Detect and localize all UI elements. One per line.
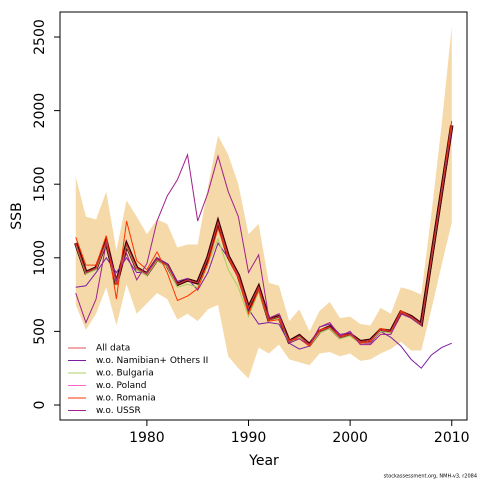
y-tick-label: 0 <box>32 401 48 410</box>
legend-label: w.o. Namibian+ Others II <box>96 356 208 366</box>
footer: stockassessment.org, NMH-v3, r2084 <box>384 474 477 480</box>
legend-label: w.o. USSR <box>96 406 141 416</box>
y-axis-label: SSB <box>9 202 25 229</box>
series-line-inner <box>75 125 453 346</box>
x-axis-label: Year <box>248 453 279 469</box>
y-tick-label: 500 <box>32 318 48 345</box>
y-tick-label: 2000 <box>32 93 48 129</box>
x-tick-label: 1990 <box>231 430 267 446</box>
x-tick-label: 2000 <box>332 430 368 446</box>
x-tick-label: 2010 <box>434 430 470 446</box>
confidence-band <box>75 26 452 379</box>
y-tick-label: 2500 <box>32 19 48 55</box>
series-line <box>75 128 453 346</box>
legend-label: w.o. Romania <box>96 394 156 404</box>
legend-label: w.o. Bulgaria <box>96 369 154 379</box>
legend-label: All data <box>96 344 130 354</box>
y-tick-label: 1500 <box>32 166 48 202</box>
x-tick-label: 1980 <box>129 430 165 446</box>
legend-label: w.o. Poland <box>96 381 147 391</box>
y-tick-label: 1000 <box>32 240 48 276</box>
plot-frame <box>59 11 468 421</box>
series-line <box>75 241 452 369</box>
